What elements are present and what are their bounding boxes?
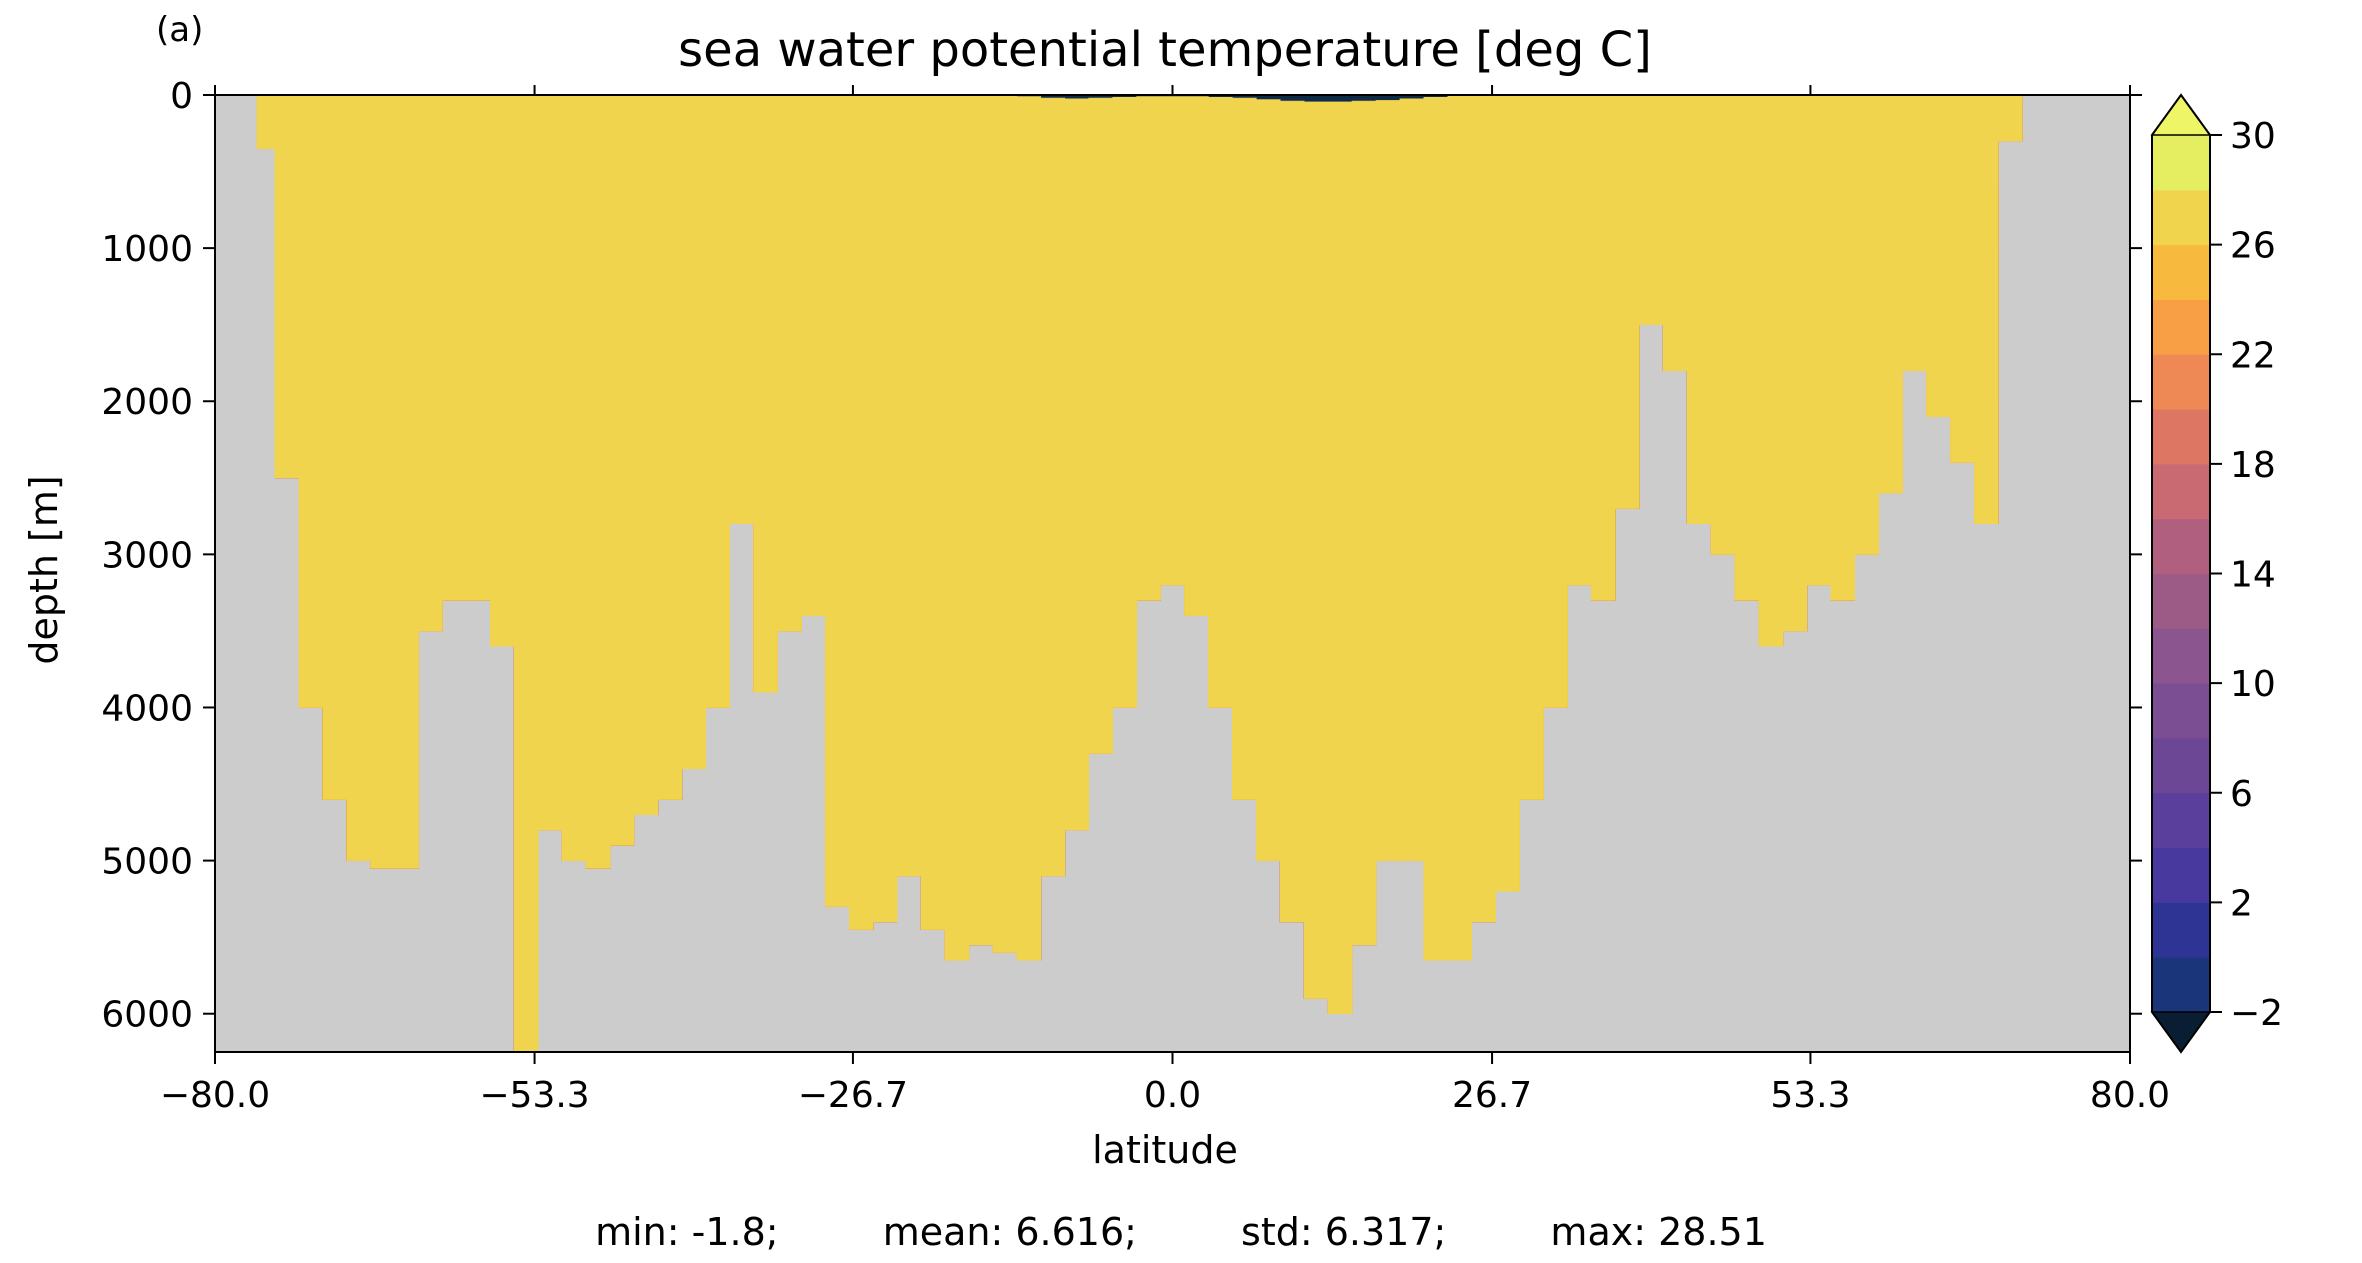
colorbar-extend-min — [2150, 1011, 2212, 1054]
colorbar-band — [2152, 683, 2210, 739]
colorbar-band — [2152, 135, 2210, 191]
x-tick-label: 53.3 — [1770, 1075, 1850, 1116]
chart-title: sea water potential temperature [deg C] — [678, 22, 1652, 78]
y-tick-label: 6000 — [101, 995, 193, 1036]
colorbar-band — [2152, 518, 2210, 574]
stat-mean: mean: 6.616; — [882, 1210, 1137, 1254]
colorbar-band — [2152, 244, 2210, 300]
colorbar-band — [2152, 189, 2210, 246]
x-tick-label: 80.0 — [2090, 1075, 2170, 1116]
plot-area: −80.0 −53.3 −26.7 0.0 26.7 53.3 80.0 0 1000 2000 3… — [101, 76, 2170, 1116]
x-tick-label: 0.0 — [1144, 1075, 1201, 1116]
y-tick-label: 2000 — [101, 382, 193, 423]
colorbar-band — [2152, 628, 2210, 684]
summary-statistics: min: -1.8; mean: 6.616; std: 6.317; max:… — [0, 1210, 2362, 1254]
colorbar-tick-label: 18 — [2230, 445, 2276, 486]
colorbar-tick-label: 26 — [2230, 226, 2276, 267]
colorbar-tick-label: −2 — [2230, 993, 2283, 1034]
y-tick-label: 1000 — [101, 229, 193, 270]
colorbar-band — [2152, 847, 2210, 903]
colorbar-band — [2152, 737, 2210, 794]
colorbar-band — [2152, 409, 2210, 465]
stat-min: min: -1.8; — [595, 1210, 779, 1254]
colorbar-tick-label: 10 — [2230, 664, 2276, 705]
y-tick-label: 5000 — [101, 842, 193, 883]
colorbar-tick-label: 30 — [2230, 116, 2276, 157]
colorbar-band — [2152, 573, 2210, 629]
colorbar-band — [2152, 792, 2210, 849]
colorbar-tick-label: 22 — [2230, 335, 2276, 376]
panel-label: (a) — [156, 10, 204, 50]
x-tick-label: −26.7 — [798, 1075, 908, 1116]
y-tick-label: 3000 — [101, 535, 193, 576]
x-tick-label: 26.7 — [1452, 1075, 1532, 1116]
y-axis-label: depth [m] — [22, 475, 66, 665]
stat-max: max: 28.51 — [1550, 1210, 1767, 1254]
y-tick-label: 4000 — [101, 688, 193, 729]
x-tick-label: −80.0 — [160, 1075, 270, 1116]
colorbar-tick-label: 6 — [2230, 774, 2253, 815]
colorbar-extend-max — [2150, 93, 2212, 136]
colorbar-band — [2152, 299, 2210, 355]
x-tick-label: −53.3 — [479, 1075, 589, 1116]
colorbar-band — [2152, 354, 2210, 410]
colorbar-band — [2152, 463, 2210, 520]
colorbar-tick-label: 2 — [2230, 883, 2253, 924]
colorbar-band — [2152, 902, 2210, 958]
colorbar-tick-label: 14 — [2230, 555, 2276, 596]
x-axis-label: latitude — [1092, 1128, 1238, 1172]
y-tick-label: 0 — [170, 76, 193, 117]
ocean-section — [256, 95, 2023, 1052]
temperature-band-15 — [256, 95, 2023, 1052]
stat-std: std: 6.317; — [1241, 1210, 1447, 1254]
colorbar-band — [2152, 957, 2210, 1013]
